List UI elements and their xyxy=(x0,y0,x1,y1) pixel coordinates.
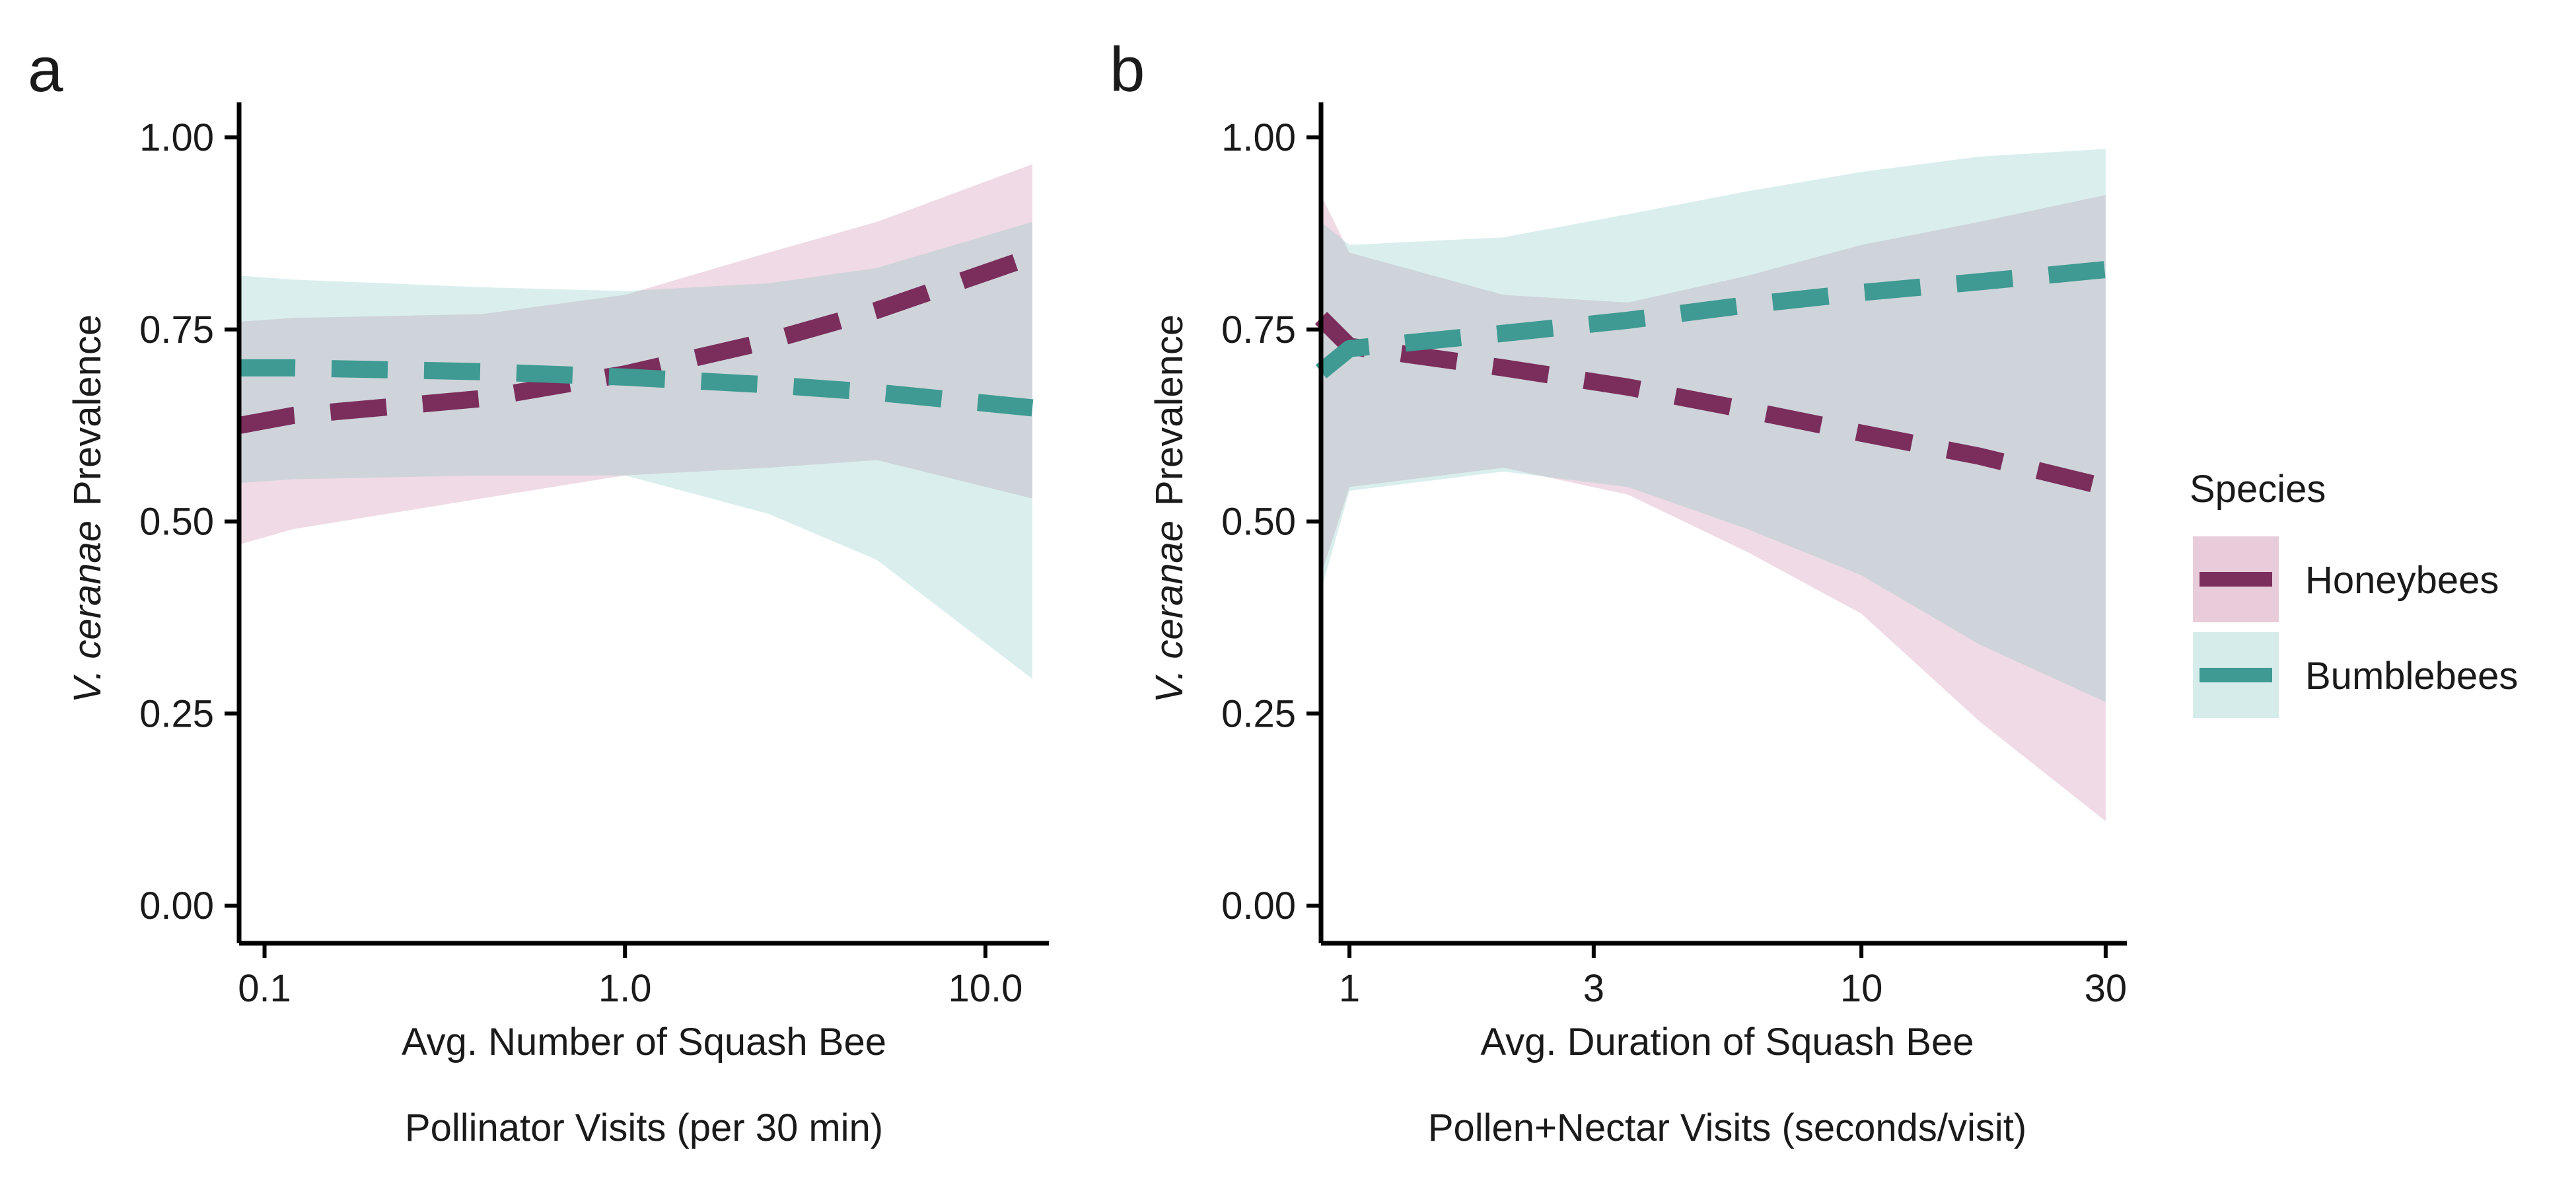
panel-b-xlabel-line1: Avg. Duration of Squash Bee xyxy=(1481,1021,1974,1063)
panel-b-xtick-label: 3 xyxy=(1583,967,1604,1010)
panel-b-ylabel: V. ceranae Prevalence xyxy=(1148,314,1191,703)
panel-b-xtick-label: 30 xyxy=(2085,967,2128,1010)
panel-a-ytick-label: 0.50 xyxy=(139,501,214,544)
panel-a-band-honeybees xyxy=(239,164,1032,545)
legend-title: Species xyxy=(2190,468,2326,511)
panel-b: b 0.00 0.25 0.50 0.75 1.00 1 3 10 30 Avg. Durati… xyxy=(1110,34,2127,1149)
panel-a-ylabel: V. ceranae Prevalence xyxy=(66,314,109,703)
panel-b-ytick-label: 0.00 xyxy=(1221,884,1296,927)
panel-a: a 0.00 0.25 0.50 0.75 1.00 0.1 1.0 10.0 Avg. Nu… xyxy=(28,34,1049,1149)
panel-a-xtick-label: 10.0 xyxy=(948,967,1022,1010)
panel-b-xtick-label: 1 xyxy=(1339,967,1360,1010)
panel-a-xtick-label: 1.0 xyxy=(598,967,652,1010)
panel-a-ytick-label: 0.25 xyxy=(139,692,214,735)
legend: Species Honeybees Bumblebees xyxy=(2190,468,2518,718)
panel-a-label: a xyxy=(28,34,63,105)
panel-b-line-honeybees xyxy=(1314,312,2108,495)
panel-b-ytick-label: 1.00 xyxy=(1221,116,1296,159)
panel-a-ylabel-italic: V. ceranae xyxy=(66,521,109,703)
legend-label-honeybees: Honeybees xyxy=(2305,559,2499,602)
panel-b-ytick-label: 0.50 xyxy=(1221,501,1296,544)
panel-b-ylabel-italic: V. ceranae xyxy=(1148,521,1191,703)
panel-a-ytick-label: 0.75 xyxy=(139,308,214,351)
panel-a-xlabel-line1: Avg. Number of Squash Bee xyxy=(402,1021,886,1063)
panel-b-plot-area: 0.00 0.25 0.50 0.75 1.00 1 3 10 30 xyxy=(1221,102,2127,1010)
panel-a-xtick-label: 0.1 xyxy=(238,967,291,1010)
panel-a-ytick-label: 0.00 xyxy=(139,884,214,927)
panel-b-ytick-label: 0.25 xyxy=(1221,692,1296,735)
panel-a-ylabel-rest: Prevalence xyxy=(66,314,109,506)
panel-b-line-bumblebees xyxy=(1315,261,2107,378)
panel-b-label: b xyxy=(1110,34,1145,105)
panel-a-xlabel-line2: Pollinator Visits (per 30 min) xyxy=(405,1106,883,1149)
panel-b-ylabel-rest: Prevalence xyxy=(1148,314,1191,506)
panel-a-band-bumblebees xyxy=(239,221,1032,679)
panel-b-band-honeybees xyxy=(1321,195,2106,822)
panel-b-band-bumblebees xyxy=(1321,149,2106,702)
panel-b-ytick-label: 0.75 xyxy=(1221,308,1296,351)
panel-a-line-bumblebees xyxy=(239,359,1034,417)
panel-b-xlabel-line2: Pollen+Nectar Visits (seconds/visit) xyxy=(1428,1106,2026,1149)
legend-label-bumblebees: Bumblebees xyxy=(2305,655,2518,698)
panel-b-xtick-label: 10 xyxy=(1840,967,1883,1010)
panel-a-plot-area: 0.00 0.25 0.50 0.75 1.00 0.1 1.0 10.0 xyxy=(139,102,1049,1010)
panel-a-ytick-label: 1.00 xyxy=(139,116,214,159)
